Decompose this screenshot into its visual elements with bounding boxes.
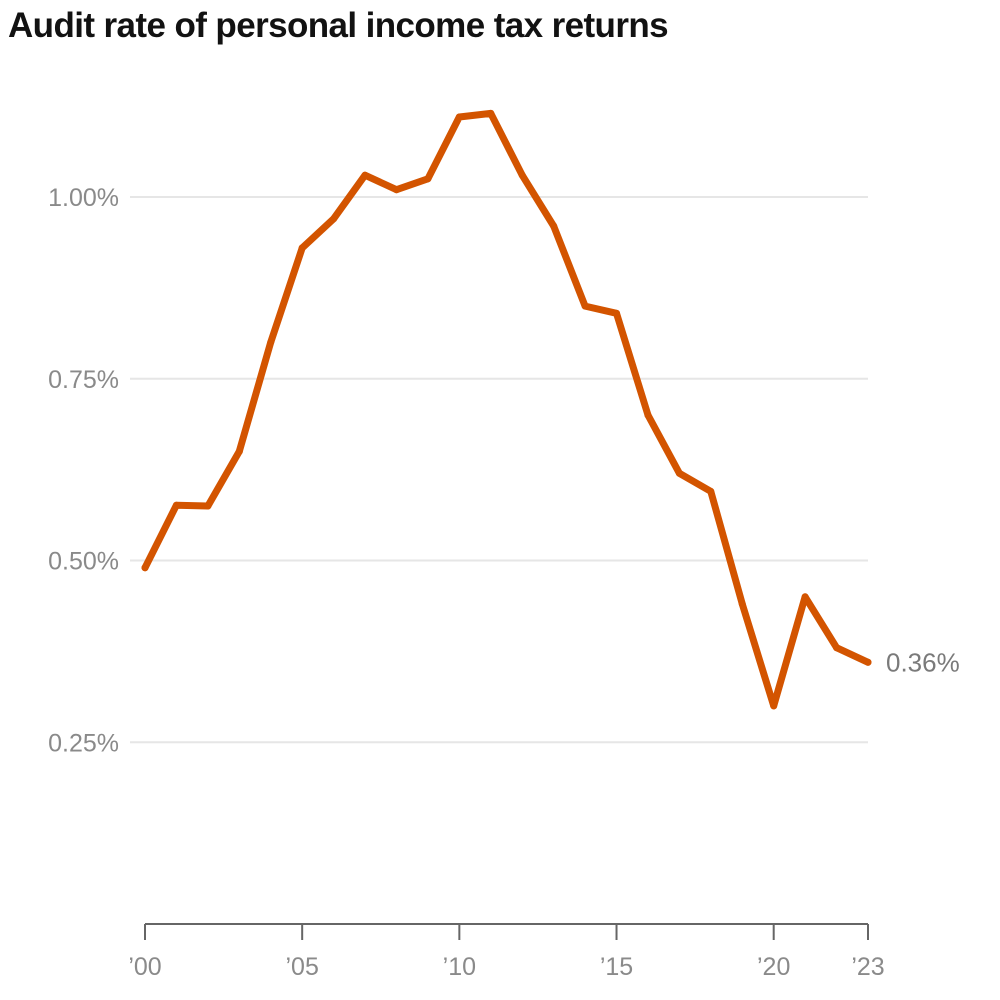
x-tick-label: ’00	[128, 953, 161, 981]
data-point	[455, 113, 463, 121]
y-axis-labels: 0.25% 0.50% 0.75% 1.00%	[48, 184, 119, 757]
data-point	[675, 469, 683, 477]
gridlines	[130, 196, 868, 744]
y-tick-label: 0.25%	[48, 729, 119, 757]
series-line	[141, 109, 872, 710]
x-tick-label: ’23	[851, 953, 884, 981]
x-tick-label: ’20	[757, 953, 790, 981]
data-point	[204, 502, 212, 510]
data-point	[518, 171, 526, 179]
data-point	[267, 338, 275, 346]
data-point	[613, 309, 621, 317]
chart-title: Audit rate of personal income tax return…	[8, 6, 669, 45]
end-value-label: 0.36%	[886, 647, 960, 677]
data-point	[141, 564, 149, 572]
data-point	[833, 644, 841, 652]
data-point	[550, 222, 558, 230]
data-point	[172, 501, 180, 509]
data-point	[801, 593, 809, 601]
data-point	[392, 186, 400, 194]
data-point	[738, 600, 746, 608]
data-point	[330, 215, 338, 223]
data-point	[298, 244, 306, 252]
y-tick-label: 0.50%	[48, 548, 119, 576]
x-tick-label: ’15	[600, 953, 633, 981]
series-layer	[141, 109, 872, 710]
x-axis: ’00 ’05 ’10 ’15 ’20 ’23	[128, 923, 885, 981]
data-point	[424, 175, 432, 183]
y-tick-label: 1.00%	[48, 184, 119, 212]
annotation-layer: 0.36%	[886, 647, 960, 677]
data-point	[487, 109, 495, 117]
y-tick-label: 0.75%	[48, 366, 119, 394]
data-point	[644, 411, 652, 419]
data-point	[361, 171, 369, 179]
data-point	[864, 658, 872, 666]
x-tick-label: ’10	[443, 953, 476, 981]
x-tick-label: ’05	[285, 953, 318, 981]
data-point	[707, 487, 715, 495]
data-point	[770, 702, 778, 710]
data-point	[235, 447, 243, 455]
data-point	[581, 302, 589, 310]
